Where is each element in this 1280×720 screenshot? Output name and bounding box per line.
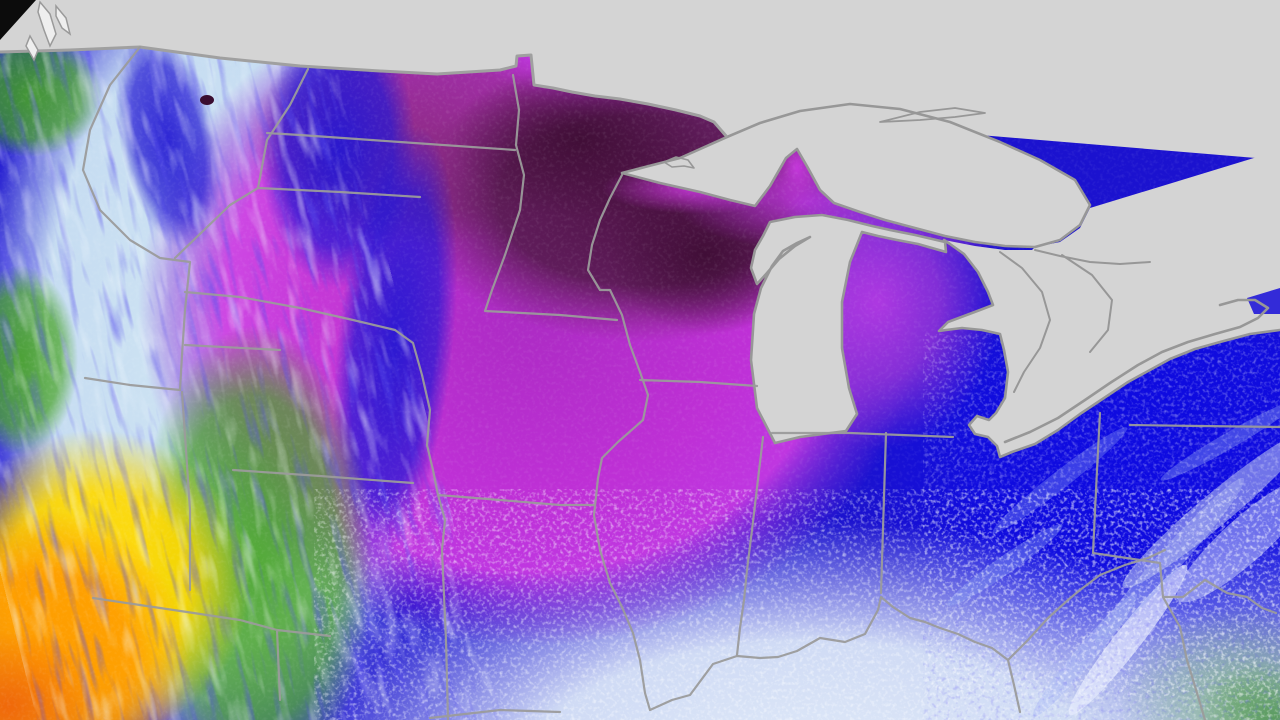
lake-huron-erie-ontario-region bbox=[939, 150, 1280, 457]
map-edge-corner bbox=[0, 0, 36, 40]
isle-royale bbox=[879, 107, 986, 123]
lake-erie-north-shore bbox=[1003, 298, 1270, 444]
lake-superior bbox=[622, 104, 1090, 247]
lake-michigan bbox=[751, 215, 946, 443]
shorelines bbox=[620, 102, 1280, 459]
duluth-estuary bbox=[663, 156, 695, 169]
lake-michigan-shore bbox=[749, 213, 948, 445]
canada-mask-north bbox=[0, 0, 1280, 160]
canada-mountain-lakes bbox=[25, 0, 72, 62]
dark-speck-montana bbox=[200, 95, 214, 105]
lake-huron-erie-shore bbox=[937, 238, 1280, 459]
lake-superior-shore bbox=[620, 102, 1092, 249]
new-york-niagara-patch bbox=[1247, 288, 1280, 314]
georgian-bay-outline bbox=[999, 249, 1151, 393]
state-boundaries bbox=[81, 45, 1280, 720]
us-canada-border-line bbox=[0, 45, 729, 138]
